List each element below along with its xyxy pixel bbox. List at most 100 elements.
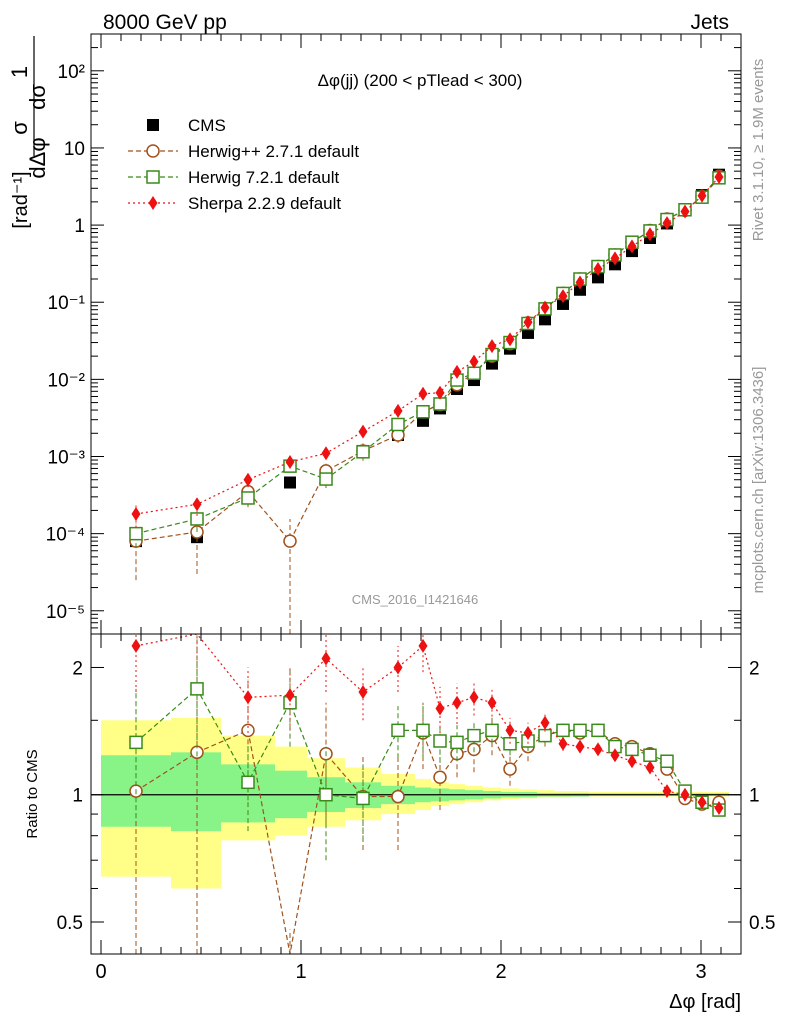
main-line-herwig7: [135, 177, 720, 535]
ratio-point-herwig7: [416, 723, 430, 738]
ratio-y-tick-label: 2: [72, 658, 83, 679]
x-tick-label: 3: [695, 961, 706, 983]
ratio-point-herwig7: [643, 748, 657, 762]
main-y-tick-label: 10: [64, 139, 85, 160]
ratio-point-sherpa: [469, 690, 479, 705]
main-point-herwig7: [129, 526, 143, 541]
header-left: 8000 GeV pp: [103, 11, 227, 34]
ratio-point-sherpa: [487, 695, 497, 710]
ratio-point-sherpa: [418, 638, 428, 653]
ratio-point-sherpa: [321, 651, 331, 666]
ratio-series-herwig7: [129, 635, 726, 861]
main-point-cms: [574, 283, 586, 296]
ratio-point-herwig7: [556, 723, 570, 738]
ratio-point-herwigpp: [503, 762, 517, 776]
main-plot-layer: [129, 168, 726, 634]
ratio-point-sherpa: [131, 638, 141, 653]
main-point-sherpa: [487, 339, 497, 354]
main-point-sherpa: [558, 289, 568, 304]
legend-label-herwigpp: Herwig++ 2.7.1 default: [188, 142, 359, 161]
main-point-sherpa: [575, 275, 585, 290]
main-point-sherpa: [435, 385, 445, 400]
analysis-watermark: CMS_2016_I1421646: [352, 592, 479, 607]
main-y-tick-label: 10⁻²: [48, 370, 86, 391]
main-point-sherpa: [540, 300, 550, 315]
main-point-sherpa: [358, 424, 368, 439]
main-series-herwig7: [129, 171, 726, 549]
ratio-point-sherpa: [285, 688, 295, 703]
main-y-tick-label: 10⁻⁴: [46, 525, 85, 546]
main-point-sherpa: [452, 364, 462, 379]
main-point-sherpa: [714, 170, 724, 185]
ratio-point-sherpa: [627, 754, 637, 769]
main-y-tick-label: 10²: [58, 62, 85, 83]
ratio-band-inner: [171, 752, 221, 832]
x-tick-label: 0: [95, 961, 106, 983]
main-point-sherpa: [662, 216, 672, 231]
ratio-plot-layer: [91, 633, 741, 955]
y-label-bottom: dΔφ: [25, 137, 50, 178]
ratio-point-sherpa: [714, 801, 724, 816]
ratio-y-tick-label-right: 0.5: [749, 913, 775, 934]
rivet-version-note: Rivet 3.1.10, ≥ 1.9M events: [750, 59, 767, 242]
main-point-sherpa: [418, 386, 428, 401]
main-point-herwig7: [356, 445, 370, 459]
main-y-tick-label: 10⁻¹: [48, 293, 86, 314]
main-title: Δφ(jj) (200 < pTlead < 300): [318, 71, 523, 90]
ratio-point-herwig7: [391, 723, 405, 738]
ratio-point-herwig7: [129, 735, 143, 750]
main-point-sherpa: [192, 497, 202, 512]
main-point-cms: [284, 476, 296, 489]
main-y-tick-label: 10⁻³: [48, 448, 86, 469]
ratio-point-herwig7: [591, 723, 605, 738]
ratio-point-herwig7: [450, 735, 464, 750]
y-label-top: dσ: [25, 84, 50, 110]
main-point-sherpa: [131, 506, 141, 521]
ratio-point-sherpa: [435, 701, 445, 716]
main-point-sherpa: [680, 204, 690, 219]
main-point-sherpa: [645, 227, 655, 242]
ratio-point-sherpa: [575, 739, 585, 754]
ratio-point-herwig7: [660, 754, 674, 769]
ratio-point-sherpa: [593, 742, 603, 757]
ratio-point-sherpa: [662, 784, 672, 799]
legend-marker-cms: [147, 119, 159, 131]
main-point-herwig7: [391, 417, 405, 432]
main-panel: 10⁻⁵ 10⁻⁴ 10⁻³ 10⁻² 10⁻¹ 1 10 10² Δφ(jj) (200 <…: [7, 33, 742, 635]
main-point-sherpa: [243, 472, 253, 487]
legend-label-sherpa: Sherpa 2.2.9 default: [188, 194, 341, 213]
main-point-herwig7: [190, 512, 204, 526]
ratio-point-herwig7: [319, 787, 333, 802]
x-tick-label: 1: [295, 961, 306, 983]
header-right: Jets: [690, 11, 729, 34]
legend-marker-sherpa: [148, 196, 158, 210]
legend-label-herwig7: Herwig 7.2.1 default: [188, 168, 339, 187]
main-point-sherpa: [321, 446, 331, 461]
ratio-point-sherpa: [243, 690, 253, 705]
main-point-herwig7: [467, 366, 481, 381]
ratio-point-herwig7: [625, 742, 639, 757]
main-y-axis-label: 1 dσ σ dΔφ [rad⁻¹]: [7, 36, 50, 229]
ratio-point-herwigpp: [241, 723, 255, 738]
ratio-point-herwigpp: [391, 789, 405, 804]
ratio-axis-layer: 0.5 0.5 1 1 2 2 0 1 2 3: [57, 634, 775, 983]
mcplots-credit: mcplots.cern.ch [arXiv:1306.3436]: [750, 367, 767, 594]
main-point-sherpa: [469, 354, 479, 369]
main-point-herwig7: [241, 491, 255, 505]
x-tick-label: 2: [495, 961, 506, 983]
ratio-frame: [90, 633, 742, 955]
ratio-point-herwig7: [433, 734, 447, 748]
legend-label-cms: CMS: [188, 116, 226, 135]
ratio-point-sherpa: [452, 695, 462, 710]
ratio-y-tick-label-right: 1: [749, 786, 760, 807]
main-line-sherpa: [135, 176, 720, 515]
main-point-sherpa: [285, 454, 295, 469]
ratio-panel: 0.5 0.5 1 1 2 2 0 1 2 3 Ratio to CMS Δφ [rad]: [24, 633, 775, 1013]
main-point-sherpa: [697, 188, 707, 203]
ratio-point-herwigpp: [433, 770, 447, 784]
main-point-herwig7: [319, 472, 333, 486]
main-line-herwigpp: [135, 175, 720, 543]
ratio-point-herwig7: [356, 791, 370, 806]
legend: CMS Herwig++ 2.7.1 default Herwig 7.2.1 de…: [128, 116, 359, 213]
